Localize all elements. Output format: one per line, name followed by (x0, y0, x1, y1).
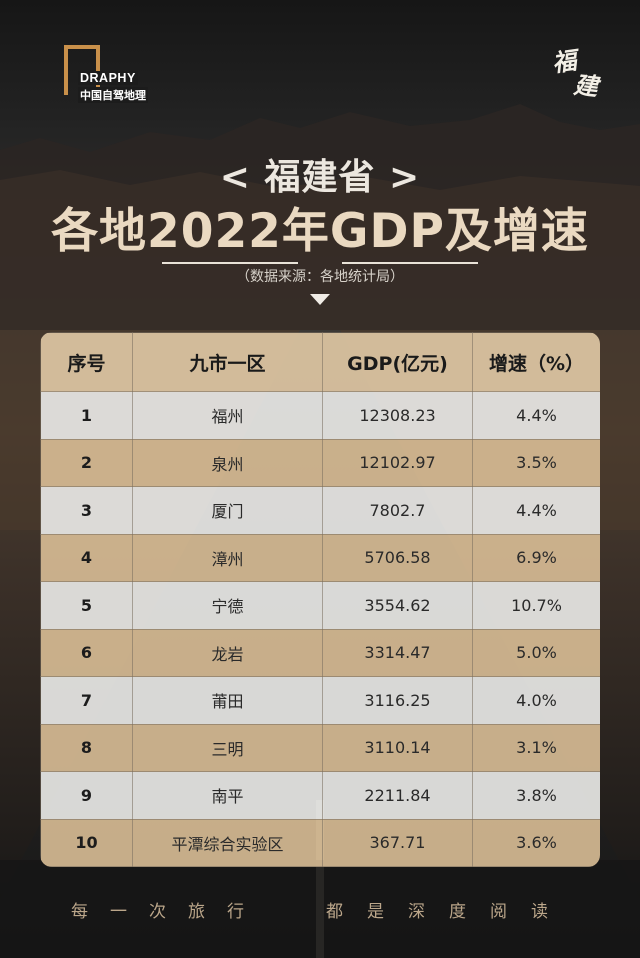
cell-growth: 3.6% (472, 818, 600, 867)
cell-region: 南平 (132, 771, 323, 820)
cell-growth: 10.7% (472, 581, 600, 630)
cell-region: 漳州 (132, 533, 323, 582)
header-index: 序号 (40, 332, 133, 392)
table-row: 6 龙岩 3314.47 5.0% (40, 628, 600, 677)
cell-gdp: 3110.14 (322, 723, 473, 772)
down-arrow-icon (310, 294, 330, 305)
cell-index: 1 (40, 391, 133, 440)
cell-growth: 4.0% (472, 676, 600, 725)
cell-growth: 6.9% (472, 533, 600, 582)
brand-logo: DRAPHY 中国自驾地理 (62, 45, 182, 105)
cell-gdp: 12308.23 (322, 391, 473, 440)
gdp-table: 序号 九市一区 GDP(亿元) 增速（%） 1 福州 12308.23 4.4%… (40, 332, 600, 867)
divider-right (342, 262, 478, 264)
cell-region: 龙岩 (132, 628, 323, 677)
footer-slogan-right: 都是深度阅读 (326, 902, 572, 922)
cell-gdp: 3314.47 (322, 628, 473, 677)
cell-gdp: 7802.7 (322, 486, 473, 535)
cell-region: 宁德 (132, 581, 323, 630)
cell-growth: 4.4% (472, 391, 600, 440)
table-row: 1 福州 12308.23 4.4% (40, 391, 600, 440)
table-row: 4 漳州 5706.58 6.9% (40, 533, 600, 582)
cell-gdp: 3116.25 (322, 676, 473, 725)
data-source-note: （数据来源：各地统计局） (236, 269, 404, 285)
cell-region: 福州 (132, 391, 323, 440)
header-gdp: GDP(亿元) (322, 332, 473, 392)
table-row: 10 平潭综合实验区 367.71 3.6% (40, 818, 600, 867)
stamp-char-2: 建 (572, 69, 600, 102)
table-row: 3 厦门 7802.7 4.4% (40, 486, 600, 535)
cell-region: 莆田 (132, 676, 323, 725)
header-region: 九市一区 (132, 332, 323, 392)
logo-bracket-icon (64, 45, 100, 95)
calligraphy-stamp: 福 建 (550, 40, 610, 102)
logo-subtitle: 中国自驾地理 (78, 87, 148, 103)
cell-region: 平潭综合实验区 (132, 818, 323, 867)
province-title: < 福建省 > (219, 157, 421, 198)
cell-growth: 3.5% (472, 438, 600, 487)
cell-gdp: 3554.62 (322, 581, 473, 630)
table-row: 5 宁德 3554.62 10.7% (40, 581, 600, 630)
cell-gdp: 12102.97 (322, 438, 473, 487)
table-row: 9 南平 2211.84 3.8% (40, 771, 600, 820)
cell-index: 3 (40, 486, 133, 535)
cell-gdp: 5706.58 (322, 533, 473, 582)
cell-growth: 3.1% (472, 723, 600, 772)
table-row: 8 三明 3110.14 3.1% (40, 723, 600, 772)
cell-index: 8 (40, 723, 133, 772)
cell-gdp: 2211.84 (322, 771, 473, 820)
table-header-row: 序号 九市一区 GDP(亿元) 增速（%） (40, 332, 600, 392)
table-row: 2 泉州 12102.97 3.5% (40, 438, 600, 487)
cell-index: 9 (40, 771, 133, 820)
cell-gdp: 367.71 (322, 818, 473, 867)
cell-region: 三明 (132, 723, 323, 772)
cell-index: 10 (40, 818, 133, 867)
cell-index: 7 (40, 676, 133, 725)
divider-left (162, 262, 298, 264)
cell-region: 泉州 (132, 438, 323, 487)
logo-wordmark: DRAPHY (78, 71, 138, 85)
cell-index: 6 (40, 628, 133, 677)
cell-index: 5 (40, 581, 133, 630)
page-title: 各地2022年GDP及增速 (51, 204, 589, 259)
footer-slogan-left: 每一次旅行 (71, 902, 266, 922)
cell-index: 2 (40, 438, 133, 487)
cell-region: 厦门 (132, 486, 323, 535)
header-growth: 增速（%） (472, 332, 600, 392)
cell-growth: 5.0% (472, 628, 600, 677)
cell-growth: 3.8% (472, 771, 600, 820)
table-row: 7 莆田 3116.25 4.0% (40, 676, 600, 725)
cell-index: 4 (40, 533, 133, 582)
cell-growth: 4.4% (472, 486, 600, 535)
